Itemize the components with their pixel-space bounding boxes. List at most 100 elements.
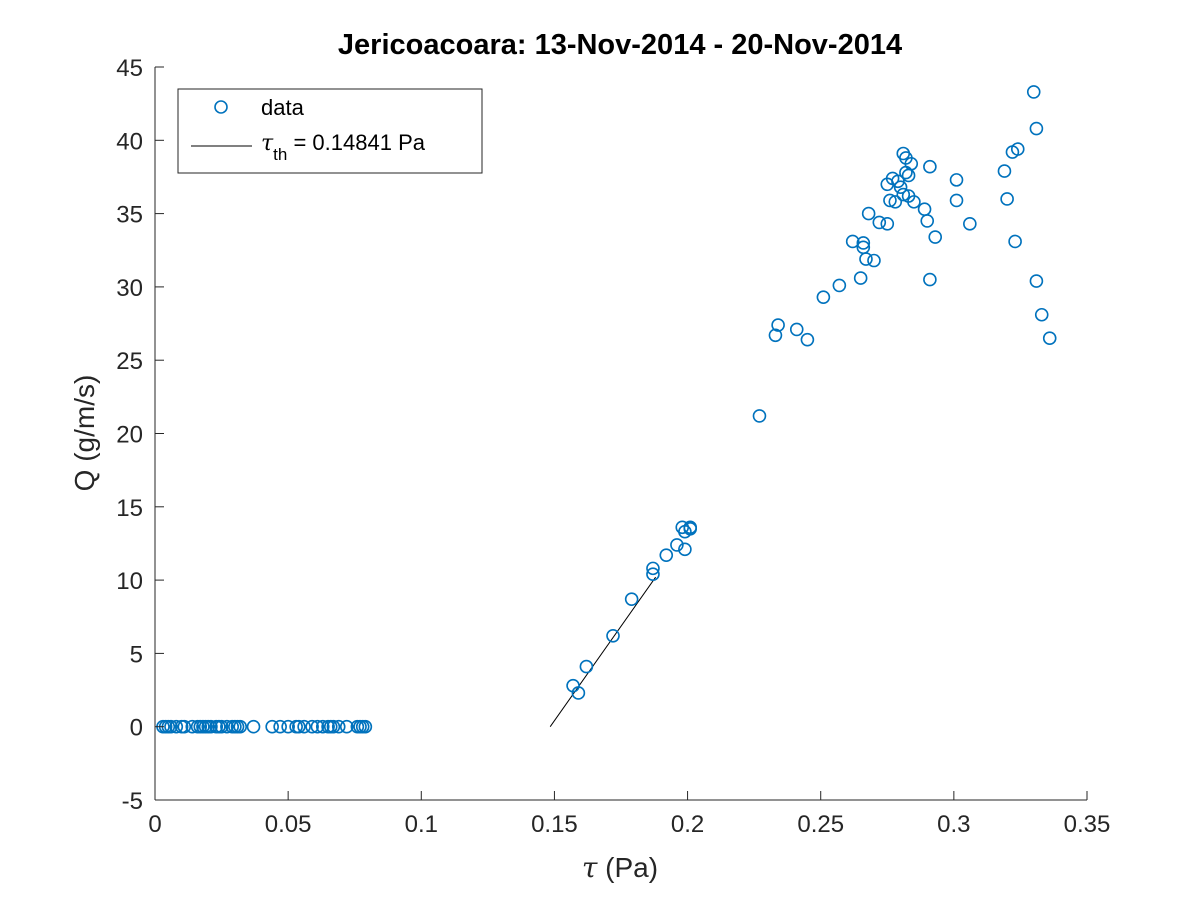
data-point — [1029, 121, 1044, 136]
data-point — [291, 719, 306, 734]
data-point — [923, 159, 937, 174]
plot-area — [156, 85, 1057, 734]
x-tick-label: 0.05 — [265, 811, 312, 838]
threshold-fit-line — [549, 576, 657, 727]
axes: 0 0.05 0.1 0.15 0.2 0.25 0.3 0.35 -505101520253… — [116, 55, 1110, 838]
legend-fit-label: τth = 0.14841 Pa — [261, 130, 426, 164]
data-point — [896, 187, 911, 202]
data-point — [265, 719, 279, 734]
data-point — [339, 719, 354, 734]
data-point — [880, 217, 895, 231]
data-point — [185, 719, 200, 734]
data-point — [164, 719, 178, 734]
data-point — [923, 272, 937, 287]
y-tick-label: 25 — [116, 348, 143, 375]
data-point — [853, 271, 868, 285]
data-point — [859, 252, 873, 266]
data-point — [1034, 307, 1049, 322]
x-tick-label: 0.1 — [405, 811, 438, 838]
data-point — [358, 719, 373, 734]
y-tick-label: 20 — [116, 422, 143, 449]
data-point — [624, 592, 639, 606]
legend-fit-value: = 0.14841 Pa — [287, 130, 425, 155]
x-tick-label: 0.35 — [1064, 811, 1111, 838]
data-point — [907, 195, 921, 209]
data-points-layer — [156, 85, 1057, 734]
data-point — [904, 156, 919, 171]
x-axis-label-symbol: τ — [582, 851, 598, 884]
data-point — [281, 719, 295, 734]
data-point — [867, 253, 881, 268]
data-point — [883, 193, 897, 208]
data-point — [678, 542, 692, 557]
data-point — [963, 217, 977, 231]
y-tick-label: 15 — [116, 495, 143, 522]
y-tick-label: 40 — [116, 128, 143, 155]
data-point — [920, 214, 935, 228]
data-point — [893, 180, 908, 195]
data-point — [331, 719, 346, 734]
data-point — [646, 567, 660, 582]
data-point — [997, 164, 1012, 178]
y-tick-label: 10 — [116, 568, 143, 595]
data-point — [169, 719, 184, 734]
data-point — [1026, 85, 1041, 99]
legend-data-label: data — [261, 95, 305, 120]
legend-box — [177, 88, 483, 174]
data-point — [659, 548, 674, 562]
data-point — [845, 234, 860, 249]
y-axis-label: Q (g/m/s) — [69, 375, 100, 492]
x-axis-label-unit: (Pa) — [597, 852, 658, 883]
data-point — [646, 561, 660, 576]
data-point — [220, 719, 234, 734]
data-point — [771, 318, 785, 332]
legend-data-marker — [214, 100, 228, 114]
x-tick-label: 0 — [148, 811, 161, 838]
chart-title: Jericoacoara: 13-Nov-2014 - 20-Nov-2014 — [338, 29, 902, 61]
data-point — [571, 686, 586, 700]
data-point — [856, 236, 871, 250]
y-axis-ticks: -5 0 5 10 15 20 25 30 35 40 45 — [116, 55, 164, 815]
data-point — [888, 195, 903, 209]
data-point — [273, 719, 287, 734]
y-tick-label: 45 — [116, 55, 143, 82]
data-point — [214, 719, 229, 734]
data-point — [1000, 192, 1014, 206]
data-point — [1010, 142, 1025, 156]
legend-fit-subscript: th — [273, 145, 287, 164]
data-point — [752, 409, 767, 423]
data-point — [789, 322, 804, 337]
x-axis-label: τ (Pa) — [582, 851, 658, 884]
x-tick-label: 0.2 — [671, 811, 704, 838]
data-point — [233, 719, 248, 734]
y-tick-label: 30 — [116, 275, 143, 302]
data-point — [204, 719, 218, 734]
data-point — [872, 215, 887, 230]
data-point — [670, 538, 684, 552]
data-point — [832, 278, 847, 293]
data-point — [1008, 234, 1022, 249]
x-tick-label: 0.3 — [937, 811, 970, 838]
data-point — [816, 290, 831, 304]
y-tick-label: 5 — [130, 641, 143, 668]
data-point — [246, 719, 261, 734]
data-point — [928, 230, 943, 244]
data-point — [800, 332, 815, 347]
data-point — [949, 193, 964, 208]
data-point — [326, 719, 341, 734]
y-tick-label: 0 — [130, 715, 143, 742]
data-point — [310, 719, 325, 734]
data-point — [305, 719, 319, 734]
y-tick-label: 35 — [116, 202, 143, 229]
legend: data τth = 0.14841 Pa — [177, 88, 483, 174]
data-point — [579, 659, 594, 674]
data-point — [315, 719, 330, 734]
fit-line-layer — [549, 576, 657, 727]
data-point — [768, 328, 783, 343]
data-point — [1029, 274, 1044, 288]
legend-fit-symbol: τ — [261, 131, 274, 156]
data-point — [297, 719, 311, 734]
x-tick-label: 0.15 — [531, 811, 578, 838]
data-point — [606, 629, 620, 643]
